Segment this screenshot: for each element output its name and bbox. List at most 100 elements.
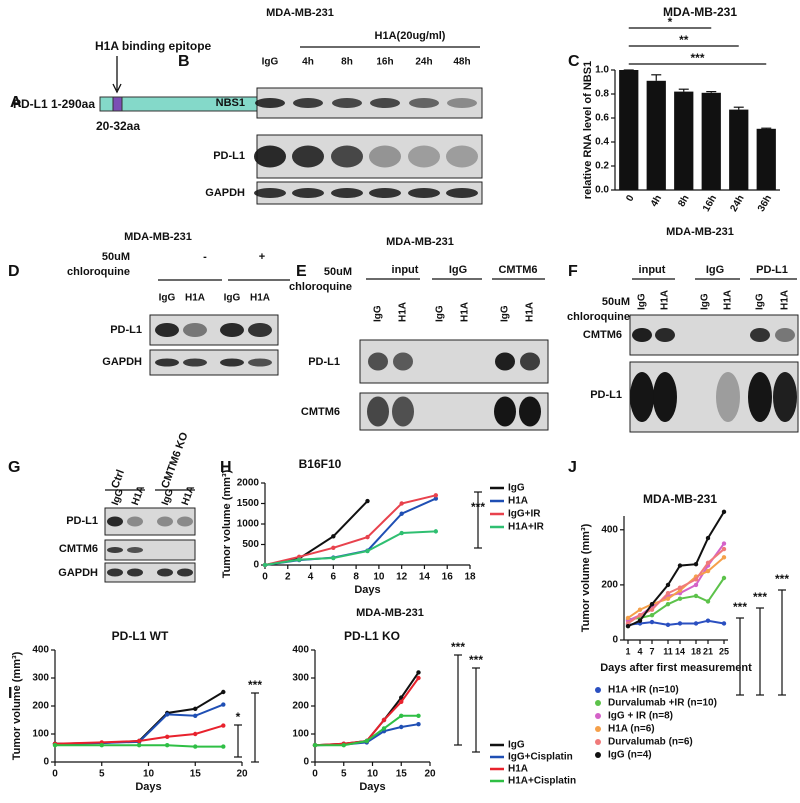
- lane-label: H1A: [460, 302, 471, 322]
- data-point: [637, 618, 643, 623]
- band: [127, 516, 143, 527]
- series-line: [627, 548, 725, 625]
- lane-label: IgG: [500, 305, 511, 322]
- legend-label: IgG: [508, 740, 525, 751]
- x-tick-label: 20: [236, 769, 248, 780]
- lane-label: IgG: [224, 293, 241, 304]
- band: [157, 568, 173, 577]
- band: [292, 188, 324, 198]
- x-tick-label: 18: [691, 646, 701, 656]
- series-line: [54, 691, 224, 745]
- band: [220, 358, 244, 367]
- band: [447, 98, 477, 108]
- legend-label: Durvalumab (n=6): [608, 737, 693, 748]
- legend-label: H1A+IR: [508, 522, 545, 533]
- legend-label: IgG: [508, 483, 525, 494]
- x-tick-label: 5: [341, 769, 347, 780]
- significance-label: ***: [690, 51, 704, 65]
- row-label: PD-L1: [213, 150, 245, 162]
- band: [393, 352, 413, 371]
- data-point: [399, 511, 404, 516]
- band: [716, 372, 740, 422]
- data-point: [193, 731, 198, 737]
- y-tick-label: 1.0: [595, 65, 609, 76]
- data-point: [416, 722, 421, 727]
- data-point: [649, 613, 655, 618]
- y-tick-label: 300: [32, 673, 49, 684]
- label: IgG: [706, 264, 724, 276]
- label: PD-L1 1-290aa: [13, 97, 95, 111]
- data-point: [433, 496, 439, 501]
- data-point: [365, 534, 370, 540]
- y-tick-label: 0.4: [595, 137, 609, 148]
- band: [255, 98, 285, 108]
- data-point: [665, 622, 671, 628]
- data-point: [331, 545, 336, 550]
- data-point: [331, 555, 336, 561]
- x-tick-label: 11: [663, 646, 673, 656]
- y-tick-label: 0.2: [595, 161, 609, 172]
- significance-label: *: [668, 15, 673, 29]
- x-tick-label: 18: [464, 572, 476, 583]
- data-point: [677, 563, 683, 568]
- data-point: [625, 615, 631, 621]
- legend-marker: [595, 752, 601, 758]
- data-point: [399, 530, 404, 536]
- data-point: [649, 601, 655, 607]
- data-point: [677, 621, 683, 626]
- band: [248, 323, 272, 337]
- band: [446, 145, 478, 168]
- lane-label: IgG: [160, 487, 176, 507]
- y-tick-label: 0: [303, 757, 309, 768]
- data-point: [193, 713, 198, 718]
- band: [519, 396, 541, 427]
- y-tick-label: 0: [253, 560, 259, 571]
- label: 50uM: [602, 296, 630, 308]
- lane-label: IgG: [637, 293, 648, 310]
- label: IgG: [449, 264, 467, 276]
- data-point: [221, 723, 226, 728]
- data-point: [193, 706, 198, 711]
- x-tick-label: 16: [442, 572, 454, 583]
- data-point: [165, 734, 170, 739]
- label: MDA-MB-231: [124, 231, 192, 243]
- y-axis-label: relative RNA level of NBS1: [582, 61, 594, 199]
- protein-bar: [99, 96, 283, 112]
- x-tick-label: 6: [331, 572, 337, 583]
- data-point: [705, 568, 711, 574]
- data-point: [677, 585, 683, 590]
- x-tick-label: 0: [52, 769, 58, 780]
- label: input: [639, 264, 666, 276]
- label: input: [392, 264, 419, 276]
- x-tick-label: 10: [367, 769, 379, 780]
- band: [220, 323, 244, 337]
- y-tick-label: 200: [292, 701, 309, 712]
- bar: [729, 109, 749, 190]
- band: [773, 372, 797, 422]
- data-point: [693, 562, 699, 567]
- data-point: [721, 509, 727, 515]
- label: MDA-MB-231: [386, 236, 454, 248]
- data-point: [165, 712, 170, 717]
- data-point: [399, 501, 404, 506]
- panel-label: A: [10, 94, 22, 111]
- lane-label: H1A: [780, 290, 791, 310]
- data-point: [312, 743, 318, 748]
- blot-background: [359, 339, 549, 384]
- band: [408, 145, 440, 168]
- x-tick-label: 0: [262, 572, 268, 583]
- label: H1A binding epitope: [95, 39, 212, 53]
- y-tick-label: 0: [43, 757, 49, 768]
- x-tick-label: 8: [353, 572, 359, 583]
- band: [392, 396, 414, 427]
- band: [155, 323, 179, 337]
- significance-label: *: [236, 710, 241, 724]
- data-point: [625, 624, 631, 629]
- row-label: CMTM6: [583, 329, 622, 341]
- band: [107, 568, 123, 577]
- band: [293, 98, 323, 108]
- epitope-region: [112, 96, 123, 112]
- x-axis-label: Days: [359, 781, 385, 793]
- label: MDA-MB-231: [266, 7, 334, 19]
- band: [520, 352, 540, 371]
